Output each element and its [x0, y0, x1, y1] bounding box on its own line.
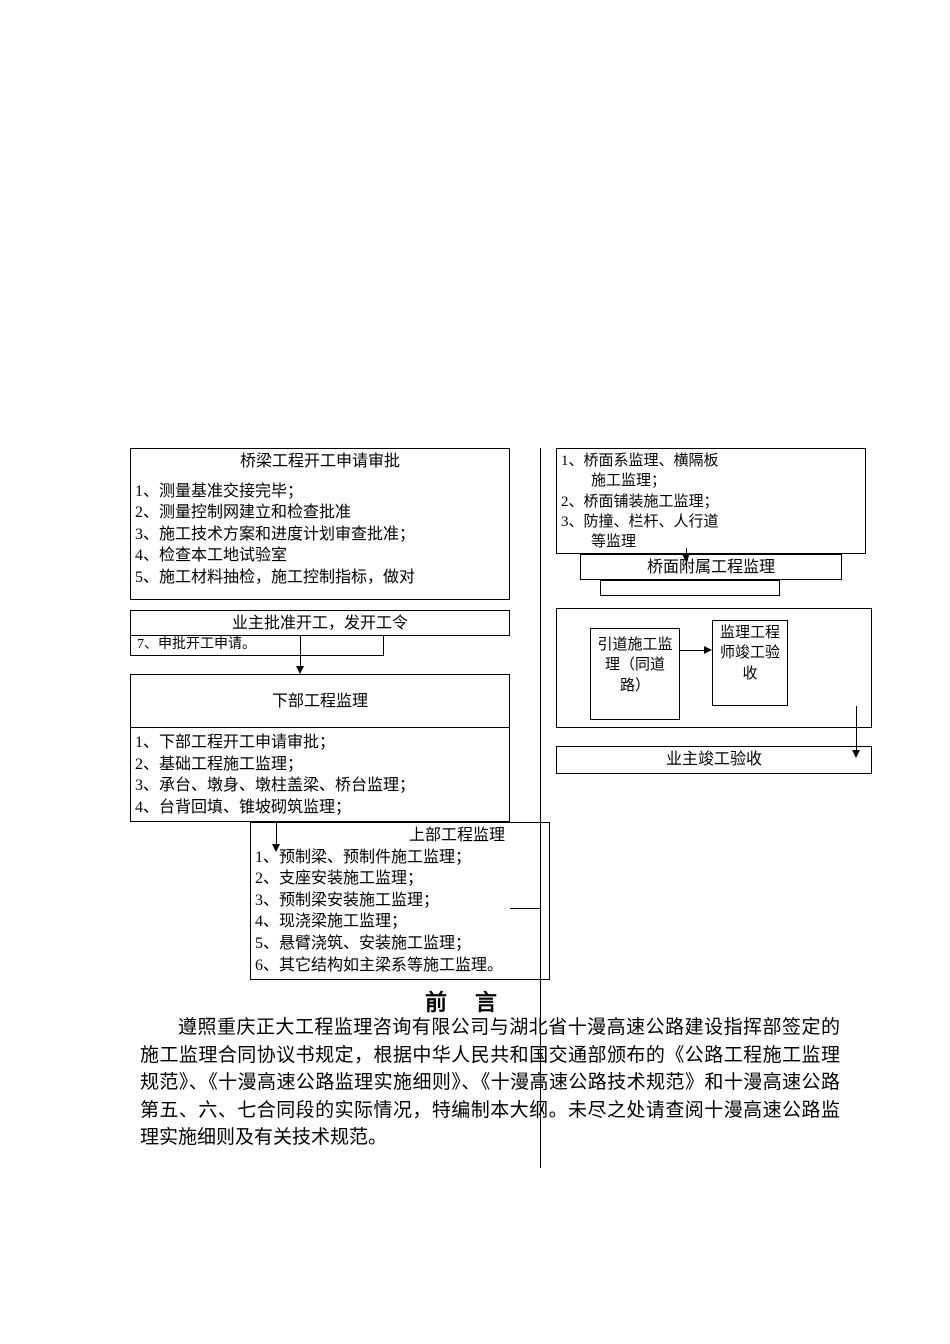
arrow-down-icon [682, 554, 690, 562]
arrow-line [856, 706, 857, 754]
box1-list: 1、测量基准交接完毕； 2、测量控制网建立和检查批准 3、施工技术方案和进度计划… [135, 481, 505, 589]
foreword-paragraph: 遵照重庆正大工程监理咨询有限公司与湖北省十漫高速公路建设指挥部签定的施工监理合同… [140, 1014, 840, 1152]
box-owner-approve-sub: 7、申批开工申请。 [130, 636, 384, 656]
box-owner-acceptance: 业主竣工验收 [556, 746, 872, 774]
box-empty-small [600, 580, 780, 596]
box-owner-approve: 业主批准开工，发开工令 [130, 610, 510, 636]
section-heading-foreword: 前言 [0, 985, 950, 1017]
box4-list: 1、预制梁、预制件施工监理； 2、支座安装施工监理； 3、预制梁安装施工监理； … [255, 847, 545, 977]
box-deck-accessory: 桥面附属工程监理 [580, 554, 842, 580]
arrow-down-icon [272, 844, 280, 852]
arrow-right-icon [704, 646, 712, 654]
arrow-down-icon [296, 666, 304, 674]
box-lower-supervision-list: 1、下部工程开工申请审批； 2、基础工程施工监理； 3、承台、墩身、墩柱盖梁、桥… [130, 728, 510, 822]
box-approach-road: 引道施工监理（同道路） [590, 628, 680, 720]
flowchart: 桥梁工程开工申请审批 1、测量基准交接完毕； 2、测量控制网建立和检查批准 3、… [130, 448, 890, 988]
box4-title: 上部工程监理 [255, 825, 545, 847]
box1-title: 桥梁工程开工申请审批 [135, 451, 505, 473]
box-upper-supervision: 上部工程监理 1、预制梁、预制件施工监理； 2、支座安装施工监理； 3、预制梁安… [250, 822, 550, 980]
arrow-down-icon [852, 750, 860, 758]
box-bridge-start-approval: 桥梁工程开工申请审批 1、测量基准交接完毕； 2、测量控制网建立和检查批准 3、… [130, 448, 510, 600]
arrow-line [300, 636, 301, 670]
box-deck-supervision-list: 1、桥面系监理、横隔板 施工监理； 2、桥面铺装施工监理； 3、防撞、栏杆、人行… [556, 448, 866, 554]
box-lower-supervision-title: 下部工程监理 [130, 674, 510, 728]
connector-line [510, 908, 540, 909]
connector-line [540, 774, 541, 984]
box-engineer-acceptance: 监理工程师竣工验收 [712, 620, 788, 706]
